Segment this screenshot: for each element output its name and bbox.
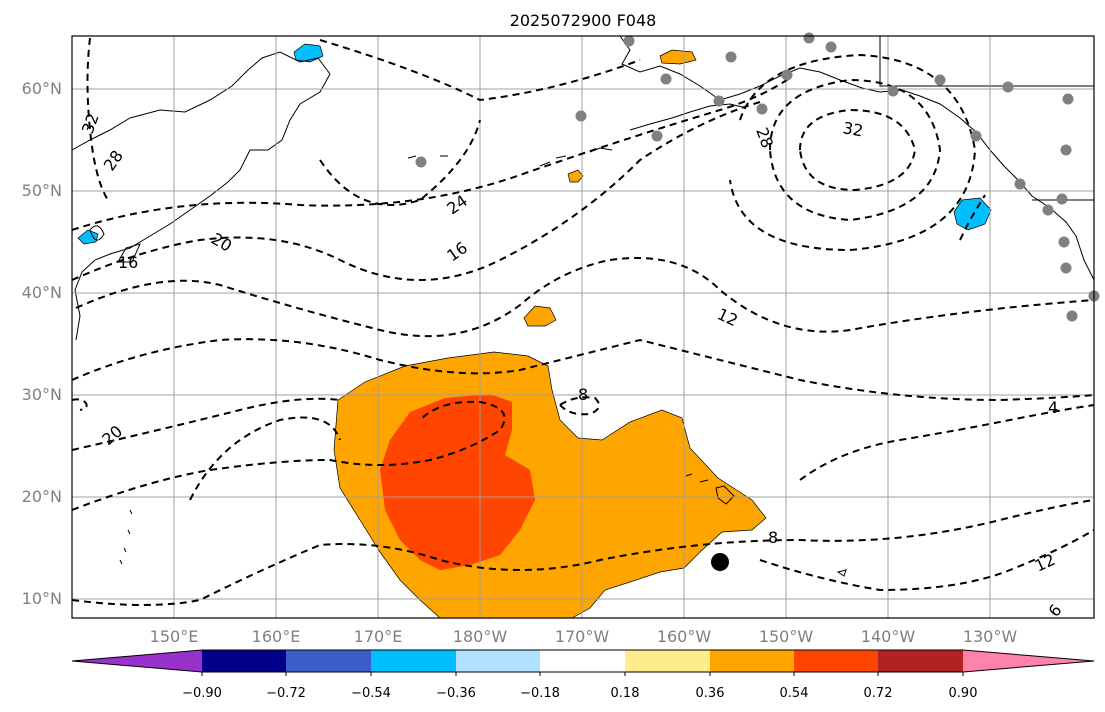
station-dot	[887, 85, 899, 97]
colorbar-segment	[794, 650, 878, 672]
longitude-labels: 150°E 160°E 170°E 180°W 170°W 160°W 150°…	[150, 627, 1018, 646]
colorbar-tick-label: −0.36	[436, 686, 476, 701]
station-dot	[1056, 193, 1068, 205]
lon-tick-label: 140°W	[861, 627, 916, 646]
station-dot	[1058, 236, 1070, 248]
lat-tick-label: 50°N	[22, 181, 62, 200]
colorbar-segment	[710, 650, 794, 672]
colorbar-segment	[625, 650, 710, 672]
station-dot	[725, 51, 737, 63]
lat-tick-label: 20°N	[22, 487, 62, 506]
station-dot	[623, 35, 635, 47]
lon-tick-label: 170°E	[354, 627, 403, 646]
anomaly-orange-small-3	[659, 49, 697, 65]
lon-tick-label: 150°E	[150, 627, 199, 646]
colorbar-segment	[540, 650, 625, 672]
colorbar-segment	[202, 650, 286, 672]
lat-tick-label: 10°N	[22, 589, 62, 608]
colorbar-tick-label: −0.18	[520, 686, 560, 701]
map-panel: 32 28 24 20 16 12 8 4 16 20 12 8 28 32 6	[71, 32, 1100, 621]
station-dot	[651, 130, 663, 142]
station-dot	[781, 69, 793, 81]
station-dot	[970, 130, 982, 142]
anomaly-blue-small-3	[77, 229, 99, 245]
station-dot	[1060, 144, 1072, 156]
map-frame	[71, 35, 1095, 619]
contour-label: 16	[118, 253, 138, 272]
colorbar-tick-label: −0.72	[266, 686, 306, 701]
colorbar-tick-label: 0.36	[696, 686, 725, 701]
lon-tick-label: 160°W	[657, 627, 712, 646]
lon-tick-label: 150°W	[759, 627, 814, 646]
station-dot	[713, 95, 725, 107]
station-dot	[825, 41, 837, 53]
anomaly-orange-small-1	[523, 305, 557, 327]
black-point-marker	[711, 553, 729, 571]
colorbar-tick-label: 0.54	[780, 686, 809, 701]
lat-tick-label: 30°N	[22, 385, 62, 404]
station-markers	[415, 32, 1100, 322]
colorbar-segment	[878, 650, 963, 672]
station-dot	[803, 32, 815, 44]
colorbar-tick-label: 0.90	[949, 686, 978, 701]
station-dot	[660, 73, 672, 85]
latitude-labels: 10°N 20°N 30°N 40°N 50°N 60°N	[22, 79, 62, 608]
station-dot	[1002, 81, 1014, 93]
station-dot	[575, 110, 587, 122]
colorbar-segment	[72, 650, 202, 672]
contour-label: 32	[841, 118, 864, 140]
lon-tick-label: 170°W	[555, 627, 610, 646]
contour-label: 8	[578, 385, 588, 404]
station-dot	[1062, 93, 1074, 105]
station-dot	[756, 103, 768, 115]
colorbar-tick-label: −0.54	[351, 686, 391, 701]
station-dot	[934, 74, 946, 86]
colorbar-segment	[456, 650, 540, 672]
anomaly-red-region	[380, 394, 535, 570]
station-dot	[415, 156, 427, 168]
colorbar-tick-label: 0.18	[611, 686, 640, 701]
anomaly-orange-small-2	[567, 169, 584, 183]
contour-label: 4	[1048, 398, 1058, 417]
contour-lines	[71, 37, 1095, 606]
colorbar	[71, 649, 1095, 676]
contour-label: 8	[768, 528, 778, 547]
colorbar-segment	[963, 650, 1094, 672]
lat-tick-label: 40°N	[22, 283, 62, 302]
station-dot	[1042, 204, 1054, 216]
figure-title: 2025072900 F048	[510, 11, 657, 30]
colorbar-tick-label: 0.72	[864, 686, 893, 701]
lon-tick-label: 180°W	[453, 627, 508, 646]
colorbar-segment	[371, 650, 456, 672]
lon-tick-label: 160°E	[252, 627, 301, 646]
colorbar-segment	[286, 650, 371, 672]
lat-tick-label: 60°N	[22, 79, 62, 98]
station-dot	[1014, 178, 1026, 190]
colorbar-tick-label: −0.90	[182, 686, 222, 701]
coastlines	[71, 35, 1095, 577]
station-dot	[1066, 310, 1078, 322]
colorbar-tick-labels: −0.90 −0.72 −0.54 −0.36 −0.18 0.18 0.36 …	[182, 686, 977, 701]
station-dot	[1060, 262, 1072, 274]
lon-tick-label: 130°W	[963, 627, 1018, 646]
